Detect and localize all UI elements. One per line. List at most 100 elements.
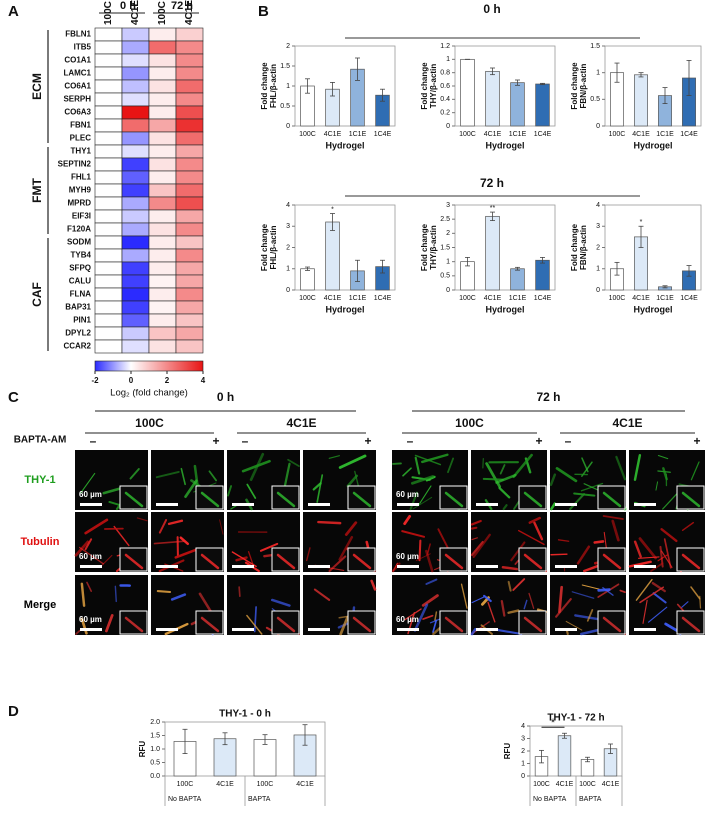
cell-stroke bbox=[471, 596, 485, 604]
cell-stroke bbox=[437, 528, 450, 550]
cell-stroke bbox=[434, 611, 438, 622]
cell-stroke bbox=[230, 505, 237, 510]
heatmap-cell bbox=[121, 326, 150, 341]
scale-bar bbox=[634, 628, 656, 631]
significance: ** bbox=[490, 205, 496, 212]
cell-stroke bbox=[655, 481, 659, 491]
y-tick-label: 1 bbox=[596, 266, 600, 273]
cell-stroke bbox=[156, 590, 172, 593]
cell-stroke bbox=[565, 620, 583, 631]
cell-stroke bbox=[663, 538, 672, 569]
cell-stroke bbox=[270, 598, 291, 607]
heatmap-cell bbox=[94, 144, 123, 159]
heatmap-cell bbox=[121, 313, 150, 328]
y-axis-title: THY/β-actin bbox=[429, 225, 438, 270]
scale-bar-label: 60 µm bbox=[396, 615, 419, 624]
cell-stroke bbox=[472, 533, 491, 558]
significance: * bbox=[640, 219, 643, 226]
cell-stroke bbox=[418, 539, 422, 562]
cell-stroke bbox=[500, 599, 506, 617]
cell-stroke bbox=[129, 468, 140, 480]
heatmap-cell bbox=[175, 196, 204, 211]
row-label: CO6A1 bbox=[64, 82, 91, 91]
bar bbox=[300, 268, 315, 291]
heatmap-cell bbox=[94, 287, 123, 302]
y-tick-label: 1.0 bbox=[150, 746, 160, 753]
scale-bar bbox=[397, 565, 419, 568]
cell-stroke bbox=[502, 504, 508, 511]
timepoint-label: 72 h bbox=[536, 390, 560, 404]
column-group-label: 0 h bbox=[120, 0, 136, 12]
heatmap-cell bbox=[175, 287, 204, 302]
treatment-level: + bbox=[364, 434, 371, 448]
y-tick-label: 0.0 bbox=[150, 773, 160, 780]
scale-bar bbox=[80, 565, 102, 568]
y-tick-label: 1 bbox=[286, 83, 290, 90]
scale-bar bbox=[476, 565, 498, 568]
heatmap-cell bbox=[94, 131, 123, 146]
cell-stroke bbox=[447, 457, 455, 474]
x-tick-label: 100C bbox=[579, 781, 596, 788]
cell-stroke bbox=[153, 540, 185, 545]
chart-title: THY-1 - 72 h bbox=[547, 713, 604, 724]
y-tick-label: 1.5 bbox=[280, 63, 290, 70]
cell-stroke bbox=[403, 514, 412, 526]
cell-stroke bbox=[219, 519, 224, 535]
heatmap-cell bbox=[175, 339, 204, 354]
scale-bar bbox=[80, 503, 102, 506]
heatmap-cell bbox=[148, 183, 177, 198]
heatmap-cell bbox=[148, 222, 177, 237]
heatmap-cell bbox=[121, 235, 150, 250]
heatmap-cell bbox=[94, 326, 123, 341]
cell-stroke bbox=[312, 482, 322, 491]
inset-cell bbox=[352, 553, 372, 570]
cell-stroke bbox=[571, 591, 595, 599]
colorbar-tick-label: 4 bbox=[201, 376, 206, 385]
heatmap-cell bbox=[175, 274, 204, 289]
cell-stroke bbox=[657, 455, 669, 460]
heatmap-cell bbox=[148, 261, 177, 276]
x-tick-label: 4C1E bbox=[324, 295, 342, 302]
cell-stroke bbox=[155, 470, 180, 479]
heatmap-cell bbox=[94, 79, 123, 94]
cell-stroke bbox=[317, 520, 342, 525]
row-label: BAP31 bbox=[65, 303, 91, 312]
cell-stroke bbox=[550, 553, 568, 556]
y-tick-label: 0.4 bbox=[440, 96, 450, 103]
heatmap-cell bbox=[175, 261, 204, 276]
heatmap-cell bbox=[175, 209, 204, 224]
cell-stroke bbox=[158, 519, 168, 534]
group-label: BAPTA bbox=[579, 796, 602, 803]
row-label: FHL1 bbox=[71, 173, 92, 182]
cell-stroke bbox=[259, 542, 279, 552]
cell-stroke bbox=[557, 539, 570, 542]
treatment-level: + bbox=[535, 434, 542, 448]
inset-cell bbox=[200, 491, 220, 508]
heatmap-cell bbox=[94, 40, 123, 55]
heatmap-cell bbox=[175, 105, 204, 120]
y-axis-title: RFU bbox=[503, 743, 512, 760]
heatmap-cell bbox=[121, 131, 150, 146]
y-tick-label: 0 bbox=[446, 287, 450, 294]
heatmap-cell bbox=[148, 235, 177, 250]
inset-cell bbox=[523, 616, 543, 633]
cell-stroke bbox=[507, 580, 512, 592]
heatmap-cell bbox=[121, 40, 150, 55]
cell-stroke bbox=[75, 629, 81, 635]
row-label: TYB4 bbox=[71, 251, 92, 260]
heatmap-cell bbox=[148, 157, 177, 172]
heatmap-cell bbox=[121, 274, 150, 289]
scale-bar bbox=[555, 503, 577, 506]
cell-stroke bbox=[167, 519, 184, 526]
heatmap-cell bbox=[175, 92, 204, 107]
cell-stroke bbox=[507, 609, 520, 614]
cell-stroke bbox=[432, 619, 438, 633]
cell-stroke bbox=[338, 454, 367, 469]
cell-stroke bbox=[558, 585, 563, 614]
cell-stroke bbox=[253, 606, 257, 633]
cell-stroke bbox=[660, 528, 678, 543]
cell-stroke bbox=[402, 467, 412, 477]
heatmap-cell bbox=[121, 248, 150, 263]
cell-stroke bbox=[105, 614, 114, 633]
timepoint-label: 0 h bbox=[217, 390, 234, 404]
